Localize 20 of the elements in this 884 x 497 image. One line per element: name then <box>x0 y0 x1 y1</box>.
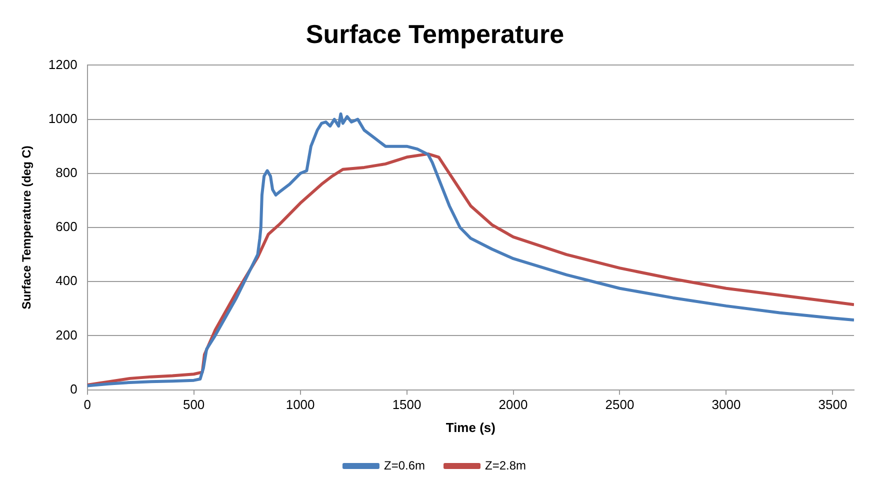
x-axis-title: Time (s) <box>446 420 496 435</box>
x-tick-label: 500 <box>182 397 205 412</box>
x-tick-label: 1000 <box>286 397 315 412</box>
y-tick-label: 400 <box>56 273 78 288</box>
x-tick-label: 0 <box>84 397 91 412</box>
x-tick-label: 1500 <box>392 397 422 412</box>
chart-title: Surface Temperature <box>306 18 564 49</box>
x-tick-label: 3500 <box>818 397 848 412</box>
y-tick-label: 1200 <box>48 56 78 72</box>
x-tick-label: 3000 <box>712 397 741 412</box>
y-tick-label: 600 <box>56 219 78 234</box>
x-tick-label: 2500 <box>605 397 634 412</box>
y-tick-label: 800 <box>56 164 78 180</box>
y-tick-label: 1000 <box>48 110 78 126</box>
legend-label: Z=2.8m <box>485 458 526 472</box>
legend-label: Z=0.6m <box>384 458 426 472</box>
y-axis-title: Surface Temperature (deg C) <box>20 146 34 310</box>
y-tick-label: 200 <box>56 327 78 342</box>
y-tick-label: 0 <box>70 381 78 396</box>
x-tick-label: 2000 <box>498 397 528 412</box>
